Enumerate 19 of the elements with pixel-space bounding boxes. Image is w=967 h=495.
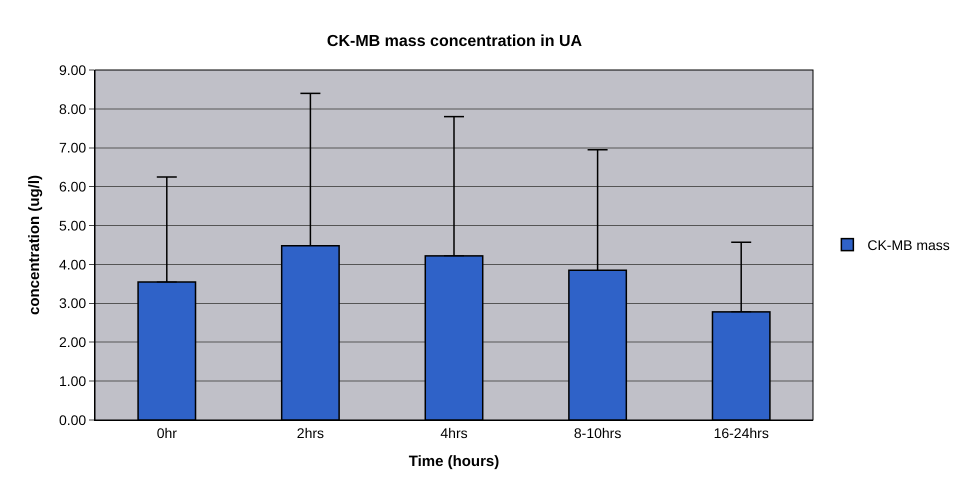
y-tick-label: 9.00 (58, 62, 86, 78)
y-tick-label: 4.00 (58, 256, 86, 272)
y-tick-label: 5.00 (58, 217, 86, 234)
y-tick-label: 8.00 (58, 100, 86, 117)
x-tick-label: 16-24hrs (714, 424, 769, 441)
y-tick-label: 3.00 (58, 295, 86, 312)
y-tick-label: 2.00 (58, 334, 86, 350)
chart-title: CK-MB mass concentration in UA (326, 32, 583, 50)
y-tick-label: 7.00 (58, 140, 86, 156)
x-tick-label: 8-10hrs (574, 424, 622, 441)
legend-label: CK-MB mass (867, 237, 950, 254)
x-tick-label: 4hrs (440, 424, 468, 441)
x-tick-label: 2hrs (296, 424, 324, 441)
x-tick-label: 0hr (156, 424, 178, 441)
y-tick-label: 0.00 (58, 412, 86, 428)
y-axis-title: concentration (ug/l) (26, 175, 44, 315)
y-tick-label: 1.00 (58, 373, 86, 390)
x-axis-title: Time (hours) (408, 452, 500, 470)
y-tick-label: 6.00 (58, 178, 86, 195)
